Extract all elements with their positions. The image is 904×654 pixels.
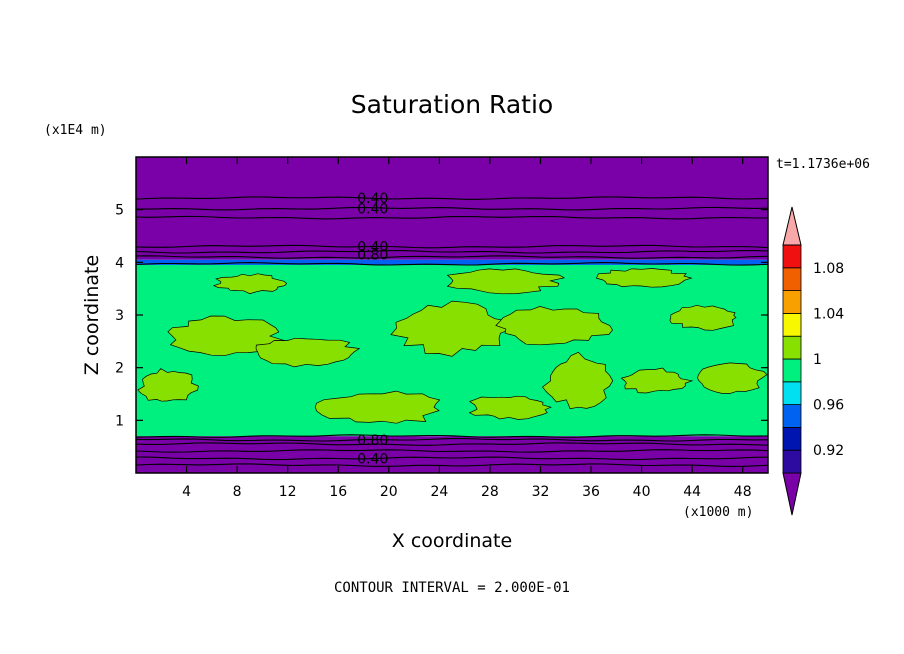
contour-field xyxy=(136,157,768,473)
x-tick-label: 4 xyxy=(182,484,191,500)
contour-label-4: 0.80 xyxy=(357,433,388,449)
x-tick-label: 12 xyxy=(279,484,297,500)
colorbar-tick-label: 1.08 xyxy=(813,261,844,277)
field-band-2 xyxy=(136,259,768,265)
contour-label-0: 0.40 xyxy=(357,191,388,207)
contour-line-6 xyxy=(136,262,768,266)
colorbar-tick-label: 0.96 xyxy=(813,398,844,414)
supersaturated-patch xyxy=(495,306,613,346)
y-tick-label: 3 xyxy=(115,308,124,324)
field-band-0 xyxy=(136,436,768,473)
colorbar-swatch xyxy=(782,312,802,337)
x-tick-label: 16 xyxy=(329,484,347,500)
colorbar-swatch xyxy=(782,335,802,360)
colorbar-under-arrow xyxy=(782,472,802,516)
contour-label-1: 0.40 xyxy=(357,202,388,218)
chart-title: Saturation Ratio xyxy=(351,90,553,119)
contour-label-5: 0.40 xyxy=(357,451,388,467)
x-tick-label: 44 xyxy=(683,484,701,500)
contour-line-4 xyxy=(136,438,768,442)
supersaturated-patch xyxy=(390,300,514,357)
y-axis: 1 2 3 4 5 xyxy=(115,203,768,429)
contour-labels: 0.400.400.400.800.800.40 xyxy=(357,191,388,467)
colorbar: 0.92 0.96 1 1.04 1.08 xyxy=(782,206,844,516)
x-tick-label: 24 xyxy=(430,484,448,500)
colorbar-swatch xyxy=(782,267,802,291)
supersaturated-patch xyxy=(595,268,693,288)
x-tick-label: 40 xyxy=(633,484,651,500)
colorbar-swatch xyxy=(782,244,802,269)
contour-lines xyxy=(136,196,768,467)
colorbar-tick-label: 1.04 xyxy=(813,306,844,322)
colorbar-swatch xyxy=(782,404,802,428)
contour-line-0 xyxy=(136,463,768,467)
x-axis: 4 8 12 16 20 24 28 32 36 40 44 48 xyxy=(182,157,752,500)
y-unit-label: (x1E4 m) xyxy=(44,123,107,138)
supersaturated-patch xyxy=(314,390,441,424)
x-tick-label: 8 xyxy=(233,484,242,500)
contour-label-3: 0.80 xyxy=(357,247,388,263)
supersaturated-patch xyxy=(167,315,285,357)
supersaturated-patch xyxy=(137,368,199,402)
contour-line-5 xyxy=(136,434,768,438)
supersaturated-patch xyxy=(446,268,566,295)
colorbar-over-arrow xyxy=(782,206,802,246)
contour-label-2: 0.40 xyxy=(357,240,388,256)
x-tick-label: 20 xyxy=(380,484,398,500)
supersaturated-patch xyxy=(255,337,361,368)
contour-line-11 xyxy=(136,206,768,211)
contour-line-1 xyxy=(136,456,768,461)
supersaturated-patch xyxy=(697,362,768,394)
supersaturated-patch xyxy=(212,273,288,295)
time-label: t=1.1736e+06 xyxy=(776,157,870,172)
x-tick-label: 28 xyxy=(481,484,499,500)
y-tick-label: 2 xyxy=(115,361,124,377)
y-axis-label: Z coordinate xyxy=(81,255,103,375)
contour-line-3 xyxy=(136,442,768,446)
x-tick-label: 32 xyxy=(532,484,550,500)
contour-line-2 xyxy=(136,449,768,453)
colorbar-tick-label: 0.92 xyxy=(813,443,844,459)
x-unit-label: (x1000 m) xyxy=(683,505,753,520)
colorbar-swatch xyxy=(782,449,802,474)
x-tick-label: 36 xyxy=(582,484,600,500)
contour-line-9 xyxy=(136,244,768,249)
x-axis-label: X coordinate xyxy=(392,530,512,552)
colorbar-swatch xyxy=(782,358,802,383)
x-tick-label: 48 xyxy=(734,484,752,500)
y-tick-label: 5 xyxy=(115,203,124,219)
y-tick-label: 1 xyxy=(115,413,124,429)
contour-line-10 xyxy=(136,215,768,220)
colorbar-swatch xyxy=(782,381,802,405)
supersaturated-patch xyxy=(620,367,694,394)
colorbar-tick-label: 1 xyxy=(813,352,822,368)
supersaturated-patch xyxy=(468,395,552,420)
contour-line-12 xyxy=(136,196,768,200)
y-tick-label: 4 xyxy=(115,255,124,271)
contour-interval-footer: CONTOUR INTERVAL = 2.000E-01 xyxy=(334,580,570,596)
supersaturated-patch xyxy=(541,351,614,410)
supersaturated-patch xyxy=(669,304,737,331)
contour-line-7 xyxy=(136,255,768,259)
colorbar-swatch xyxy=(782,290,802,314)
colorbar-swatch xyxy=(782,426,802,451)
contour-line-8 xyxy=(136,250,768,254)
